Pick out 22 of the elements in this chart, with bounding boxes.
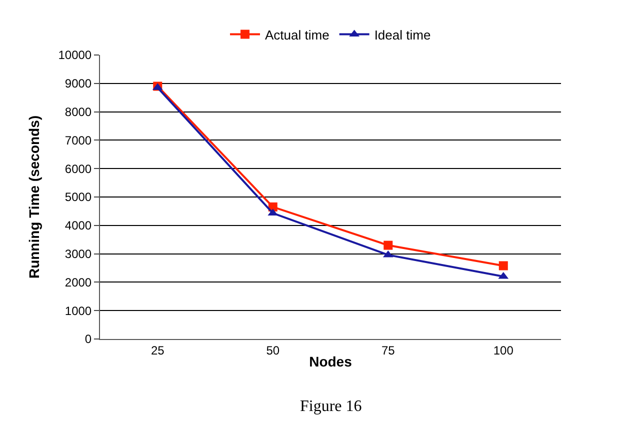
y-tick-label: 3000 [64, 247, 92, 261]
y-tick-label: 6000 [64, 162, 92, 176]
y-tick-label: 8000 [64, 105, 92, 119]
y-axis-title: Running Time (seconds) [26, 115, 42, 279]
x-tick-label: 75 [381, 343, 396, 358]
point [384, 240, 393, 250]
legend-label: Ideal time [374, 27, 431, 42]
x-axis-title: Nodes [309, 354, 352, 370]
y-tick-label: 7000 [64, 133, 92, 148]
y-tick-label: 9000 [64, 76, 92, 91]
y-tick-label: 10000 [58, 48, 92, 62]
x-tick-label: 50 [266, 343, 280, 358]
legend-label: Actual time [265, 27, 330, 42]
x-tick-label: 25 [150, 343, 165, 358]
caption: Figure 16 [300, 398, 362, 415]
y-tick-label: 0 [84, 332, 92, 346]
y-tick-label: 4000 [64, 218, 92, 233]
x-tick-label: 100 [493, 343, 514, 358]
y-tick-label: 2000 [64, 275, 92, 290]
y-tick-label: 1000 [64, 304, 92, 318]
y-tick-label: 5000 [64, 190, 92, 204]
point [498, 261, 508, 270]
